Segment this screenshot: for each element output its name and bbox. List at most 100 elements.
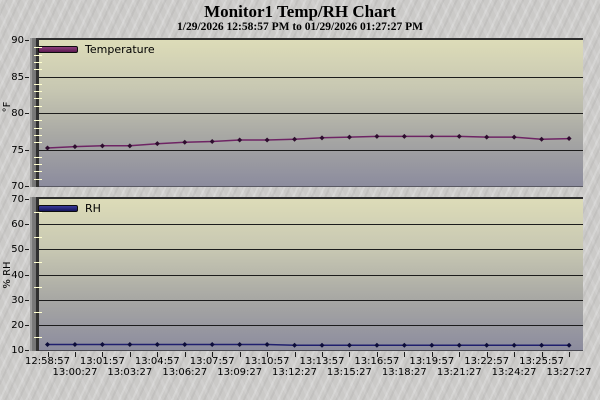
x-tick-mark bbox=[157, 352, 159, 357]
y-tick-label: 75 bbox=[11, 144, 24, 156]
minor-tick-mark bbox=[34, 134, 42, 136]
x-tick-label: 12:58:57 bbox=[25, 356, 70, 367]
data-point-marker bbox=[456, 133, 462, 139]
data-point-marker bbox=[209, 341, 215, 347]
minor-tick-mark bbox=[34, 171, 42, 173]
x-tick-label: 13:19:57 bbox=[409, 356, 455, 367]
data-point-marker bbox=[99, 341, 105, 347]
x-tick-label: 13:18:27 bbox=[381, 367, 427, 378]
data-point-marker bbox=[45, 341, 50, 347]
x-tick-mark bbox=[569, 352, 570, 357]
rh-y-axis-bar bbox=[30, 197, 39, 351]
x-tick-label: 13:16:57 bbox=[354, 356, 400, 367]
x-tick-mark bbox=[376, 352, 378, 357]
x-tick-mark bbox=[47, 352, 49, 357]
minor-tick-mark bbox=[34, 261, 42, 263]
y-tick-label: 70 bbox=[11, 181, 24, 192]
gridline bbox=[39, 324, 583, 326]
data-point-marker bbox=[346, 342, 352, 348]
minor-tick-mark bbox=[34, 211, 42, 213]
y-tick-mark bbox=[25, 40, 29, 41]
data-point-marker bbox=[182, 341, 188, 347]
y-tick-label: 50 bbox=[11, 244, 24, 256]
data-point-marker bbox=[72, 341, 78, 347]
gridline bbox=[39, 299, 583, 301]
y-tick-mark bbox=[25, 249, 29, 251]
y-tick-label: 40 bbox=[11, 269, 24, 281]
data-point-marker bbox=[264, 137, 270, 143]
gridline bbox=[39, 149, 583, 151]
gridline bbox=[39, 76, 583, 78]
x-tick-label: 13:01:57 bbox=[79, 356, 125, 367]
y-tick-mark bbox=[25, 299, 29, 301]
x-tick-mark bbox=[239, 352, 241, 357]
x-tick-label: 13:27:27 bbox=[546, 367, 592, 378]
minor-tick-mark bbox=[34, 61, 42, 63]
x-tick-label: 13:00:27 bbox=[52, 367, 98, 378]
x-tick-label: 13:03:27 bbox=[107, 367, 153, 378]
data-point-marker bbox=[401, 133, 407, 139]
data-point-marker bbox=[429, 133, 435, 139]
data-point-marker bbox=[346, 134, 352, 140]
y-tick-mark bbox=[25, 76, 29, 78]
data-point-marker bbox=[484, 342, 490, 348]
y-tick-label: 60 bbox=[11, 219, 24, 231]
minor-tick-mark bbox=[34, 120, 42, 122]
data-point-marker bbox=[292, 136, 298, 142]
rh-legend-label: RH bbox=[85, 201, 101, 215]
data-point-marker bbox=[45, 145, 50, 151]
x-tick-label: 13:21:27 bbox=[436, 367, 482, 378]
x-tick-mark bbox=[184, 352, 186, 357]
data-point-marker bbox=[511, 342, 517, 348]
x-tick-label: 13:06:27 bbox=[162, 367, 208, 378]
gridline bbox=[39, 224, 583, 226]
data-point-marker bbox=[264, 341, 270, 347]
minor-tick-mark bbox=[34, 142, 42, 144]
chart-date-range: 1/29/2026 12:58:57 PM to 01/29/2026 01:2… bbox=[177, 21, 423, 33]
minor-tick-mark bbox=[34, 54, 42, 56]
x-tick-mark bbox=[514, 352, 516, 357]
y-tick-label: 85 bbox=[11, 71, 24, 83]
x-tick-label: 13:13:57 bbox=[299, 356, 345, 367]
x-tick-label: 13:07:57 bbox=[189, 356, 235, 367]
data-point-marker bbox=[99, 143, 105, 149]
x-tick-mark bbox=[349, 352, 351, 357]
y-tick-mark bbox=[25, 274, 29, 276]
x-tick-label: 13:10:57 bbox=[244, 356, 290, 367]
x-tick-mark bbox=[459, 352, 461, 357]
data-point-marker bbox=[237, 137, 243, 143]
y-tick-label: 30 bbox=[11, 294, 24, 306]
data-point-marker bbox=[456, 342, 462, 348]
data-point-marker bbox=[429, 342, 435, 348]
data-point-marker bbox=[374, 342, 380, 348]
minor-tick-mark bbox=[34, 156, 42, 158]
x-tick-label: 13:09:27 bbox=[217, 367, 263, 378]
x-tick-label: 13:22:57 bbox=[464, 356, 510, 367]
data-point-marker bbox=[154, 141, 160, 147]
data-point-marker bbox=[539, 136, 545, 142]
data-point-marker bbox=[401, 342, 407, 348]
x-tick-mark bbox=[431, 352, 433, 357]
rh-series-line bbox=[45, 341, 572, 348]
x-tick-mark bbox=[212, 352, 214, 357]
data-point-marker bbox=[484, 134, 490, 140]
data-point-marker bbox=[237, 341, 243, 347]
chart-title: Monitor1 Temp/RH Chart bbox=[204, 2, 396, 21]
data-point-marker bbox=[127, 143, 133, 149]
minor-tick-mark bbox=[34, 47, 42, 49]
minor-tick-mark bbox=[34, 98, 42, 100]
x-tick-mark bbox=[267, 352, 269, 357]
y-tick-label: 70 bbox=[11, 194, 24, 205]
x-tick-label: 13:15:27 bbox=[326, 367, 372, 378]
temperature-legend-swatch-icon bbox=[38, 45, 78, 53]
minor-tick-mark bbox=[34, 312, 42, 314]
data-point-marker bbox=[154, 341, 160, 347]
minor-tick-mark bbox=[34, 83, 42, 85]
rh-legend: RH bbox=[38, 201, 101, 215]
minor-tick-mark bbox=[34, 178, 42, 180]
x-tick-mark bbox=[129, 352, 131, 357]
gridline bbox=[39, 113, 583, 114]
data-point-marker bbox=[127, 341, 133, 347]
minor-tick-mark bbox=[34, 337, 42, 339]
rh-legend-swatch-icon bbox=[38, 204, 78, 212]
